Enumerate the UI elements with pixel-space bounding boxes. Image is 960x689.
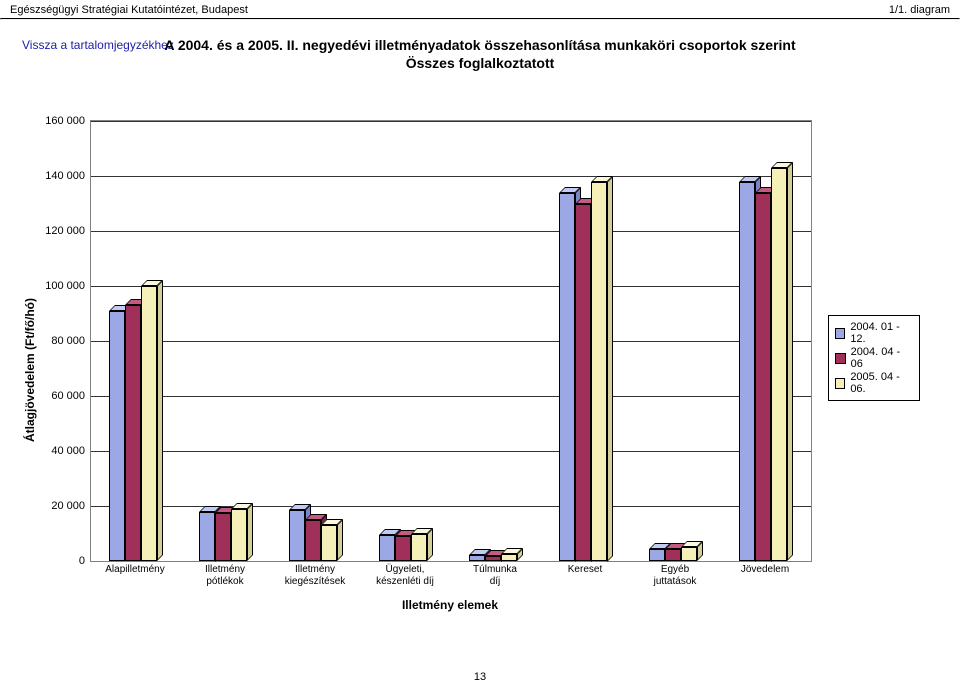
- legend-item: 2004. 04 - 06: [835, 346, 913, 370]
- legend-label: 2005. 04 - 06.: [850, 371, 913, 395]
- bar-side: [337, 519, 343, 561]
- bar: [681, 541, 703, 561]
- gridline: [91, 121, 811, 122]
- bar-front: [739, 182, 755, 562]
- bar-front: [395, 536, 411, 561]
- bar-front: [591, 182, 607, 562]
- x-tick-label: Illetménypótlékok: [205, 564, 245, 587]
- bar-side: [787, 162, 793, 561]
- bar-side: [607, 176, 613, 562]
- x-tick-label: Jövedelem: [741, 564, 789, 576]
- gridline: [91, 176, 811, 177]
- header: Egészségügyi Stratégiai Kutatóintézet, B…: [0, 0, 960, 18]
- y-axis-label: Átlagjövedelem (Ft/fő/hó): [23, 298, 37, 442]
- bar: [141, 280, 163, 561]
- y-tick-label: 60 000: [51, 390, 85, 402]
- bar-front: [755, 193, 771, 562]
- bar: [771, 162, 793, 561]
- bar-front: [305, 520, 321, 561]
- legend-item: 2004. 01 - 12.: [835, 321, 913, 345]
- header-left: Egészségügyi Stratégiai Kutatóintézet, B…: [10, 4, 248, 16]
- y-tick-label: 100 000: [45, 280, 85, 292]
- bar: [501, 548, 523, 561]
- bar-side: [157, 280, 163, 561]
- legend-swatch: [835, 353, 846, 364]
- bar-front: [125, 305, 141, 561]
- bar-front: [379, 535, 395, 561]
- x-tick-label: Alapilletmény: [105, 564, 164, 576]
- bar: [321, 519, 343, 561]
- bar-front: [321, 525, 337, 561]
- bar-front: [649, 549, 665, 561]
- legend-swatch: [835, 378, 845, 389]
- legend-swatch: [835, 328, 845, 339]
- bar-front: [771, 168, 787, 561]
- bar-front: [665, 549, 681, 561]
- gridline: [91, 396, 811, 397]
- bar-front: [501, 554, 517, 561]
- plot-area: 020 00040 00060 00080 000100 000120 0001…: [90, 120, 812, 562]
- legend-label: 2004. 04 - 06: [851, 346, 913, 370]
- bar-side: [247, 503, 253, 561]
- bar-front: [141, 286, 157, 561]
- legend-label: 2004. 01 - 12.: [850, 321, 913, 345]
- bar-front: [575, 204, 591, 562]
- bar-side: [427, 528, 433, 561]
- x-tick-label: Ügyeleti,készenléti díj: [376, 564, 434, 587]
- y-tick-label: 160 000: [45, 115, 85, 127]
- bar: [591, 176, 613, 562]
- gridline: [91, 286, 811, 287]
- bar-front: [681, 547, 697, 561]
- header-right: 1/1. diagram: [889, 4, 950, 16]
- y-tick-label: 120 000: [45, 225, 85, 237]
- y-tick-label: 80 000: [51, 335, 85, 347]
- gridline: [91, 451, 811, 452]
- bar-front: [411, 534, 427, 561]
- bar-front: [215, 513, 231, 561]
- gridline: [91, 341, 811, 342]
- legend-item: 2005. 04 - 06.: [835, 371, 913, 395]
- chart: Átlagjövedelem (Ft/fő/hó) 020 00040 0006…: [40, 120, 920, 620]
- y-tick-label: 140 000: [45, 170, 85, 182]
- y-tick-label: 40 000: [51, 445, 85, 457]
- bar: [231, 503, 253, 561]
- x-tick-label: Egyébjuttatások: [654, 564, 697, 587]
- y-tick-label: 20 000: [51, 500, 85, 512]
- x-axis-label: Illetmény elemek: [90, 598, 810, 612]
- bar-front: [231, 509, 247, 561]
- x-tick-label: Túlmunkadíj: [473, 564, 517, 587]
- x-tick-label: Kereset: [568, 564, 602, 576]
- x-tick-label: Illetménykiegészítések: [285, 564, 346, 587]
- page-number: 13: [0, 671, 960, 683]
- y-tick-label: 0: [79, 555, 85, 567]
- bar-front: [289, 510, 305, 561]
- bar-front: [559, 193, 575, 562]
- legend: 2004. 01 - 12.2004. 04 - 062005. 04 - 06…: [828, 315, 920, 401]
- bar-front: [485, 556, 501, 562]
- bar-front: [199, 512, 215, 562]
- gridline: [91, 231, 811, 232]
- title-line2: Összes foglalkoztatott: [0, 54, 960, 72]
- bar: [411, 528, 433, 561]
- bar-front: [469, 555, 485, 561]
- bar-front: [109, 311, 125, 561]
